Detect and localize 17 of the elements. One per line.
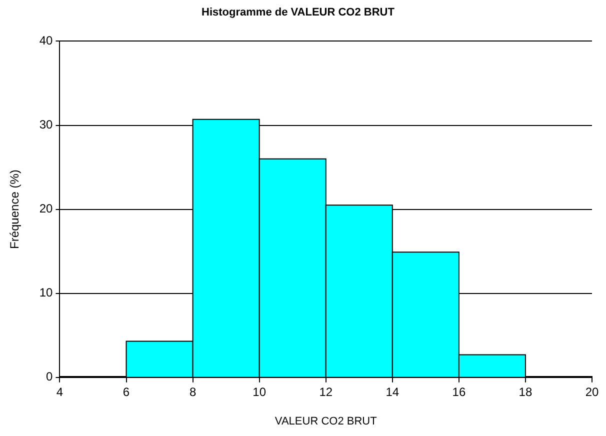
x-tick-label: 10 xyxy=(252,384,266,399)
y-tick-label: 30 xyxy=(39,118,54,132)
x-tick-label: 16 xyxy=(452,384,466,399)
x-tick-label: 6 xyxy=(122,384,130,399)
y-tick-label: 40 xyxy=(39,34,54,48)
x-tick-label: 18 xyxy=(518,384,532,399)
chart-title: Histogramme de VALEUR CO2 BRUT xyxy=(202,6,395,19)
y-tick-label: 10 xyxy=(39,286,54,300)
x-tick-label: 8 xyxy=(189,384,196,399)
x-tick-label: 4 xyxy=(56,384,64,399)
y-tick-label: 0 xyxy=(46,370,54,384)
x-tick-label: 12 xyxy=(319,384,333,399)
x-axis-title: VALEUR CO2 BRUT xyxy=(274,415,378,428)
y-tick-label: 20 xyxy=(39,202,54,216)
y-axis-title: Fréquence (%) xyxy=(8,170,22,249)
x-tick-label: 20 xyxy=(585,384,599,399)
x-tick-label: 14 xyxy=(386,384,400,399)
